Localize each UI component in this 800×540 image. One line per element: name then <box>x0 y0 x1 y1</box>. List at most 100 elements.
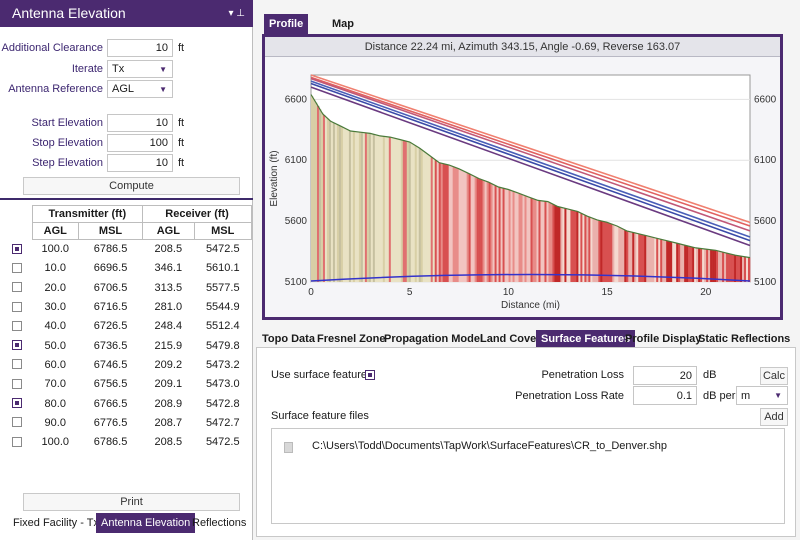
tab-surface-features[interactable]: Surface Features <box>536 330 636 348</box>
terrain-band <box>708 249 711 282</box>
table-row[interactable]: 100.0 6786.5 208.5 5472.5 <box>12 240 252 259</box>
table-row[interactable]: 50.0 6736.5 215.9 5479.8 <box>12 336 252 355</box>
pin-icon[interactable]: ▾ ⊥ <box>228 8 245 19</box>
table-cell: 5473.2 <box>205 358 240 371</box>
file-icon <box>284 442 293 453</box>
row-checkbox[interactable] <box>12 282 22 293</box>
tab-topo-data[interactable]: Topo Data <box>262 333 315 345</box>
table-cell: 208.5 <box>154 243 183 256</box>
terrain-band <box>354 131 358 282</box>
row-checkbox[interactable] <box>12 301 22 312</box>
terrain-band <box>666 240 669 282</box>
table-row[interactable]: 40.0 6726.5 248.4 5512.4 <box>12 317 252 336</box>
chevron-down-icon: ▼ <box>774 391 782 400</box>
penetration-loss-rate-input[interactable]: 0.1 <box>633 386 697 405</box>
table-row[interactable]: 90.0 6776.5 208.7 5472.7 <box>12 413 252 432</box>
tab-map-view[interactable]: Map View <box>332 18 357 50</box>
terrain-band <box>726 253 729 282</box>
terrain-band <box>420 149 424 282</box>
terrain-band <box>346 129 350 282</box>
table-row[interactable]: 60.0 6746.5 209.2 5473.2 <box>12 355 252 374</box>
tab-reflections[interactable]: Reflections <box>192 517 247 529</box>
elevation-profile-chart[interactable]: 0 5 10 15 20 5100 5100 5600 5600 6100 6100 6600 6600… <box>265 57 780 317</box>
penetration-loss-input[interactable]: 20 <box>633 366 697 385</box>
table-row[interactable]: 30.0 6716.5 281.0 5544.9 <box>12 297 252 316</box>
table-cell: 346.1 <box>154 262 183 275</box>
terrain-band <box>560 207 563 282</box>
row-checkbox[interactable] <box>12 417 22 428</box>
terrain-band <box>542 201 545 282</box>
tab-profile-display[interactable]: Profile Display <box>625 333 702 345</box>
terrain-band <box>536 200 539 282</box>
terrain-band <box>544 201 547 282</box>
iterate-select[interactable]: Tx ▼ <box>107 60 173 78</box>
tab-fixed-facility-tx[interactable]: Fixed Facility - Tx <box>13 517 99 529</box>
compute-button[interactable]: Compute <box>23 177 240 195</box>
tab-antenna-elevation[interactable]: Antenna Elevation <box>96 513 196 533</box>
terrain-band <box>744 256 747 282</box>
antenna-reference-select[interactable]: AGL ▼ <box>107 80 173 98</box>
table-row[interactable]: 80.0 6766.5 208.9 5472.8 <box>12 394 252 413</box>
receiver-header: Receiver (ft) <box>142 205 252 223</box>
terrain-band <box>710 249 713 282</box>
table-row[interactable]: 20.0 6706.5 313.5 5577.5 <box>12 278 252 297</box>
stop-elevation-input[interactable]: 100 <box>107 134 173 152</box>
terrain-band <box>568 209 571 282</box>
terrain-band <box>706 249 709 282</box>
tab-propagation-model[interactable]: Propagation Model <box>384 333 483 345</box>
row-checkbox[interactable] <box>12 378 22 389</box>
terrain-band <box>534 199 537 282</box>
tab-land-cover[interactable]: Land Cover <box>480 333 541 345</box>
iterate-label: Iterate <box>71 63 103 75</box>
table-group-header: Transmitter (ft) Receiver (ft) <box>12 205 252 223</box>
start-elevation-row: Start Elevation 10 ft <box>0 114 253 133</box>
terrain-band <box>496 186 499 282</box>
terrain-band <box>486 181 489 282</box>
tab-fresnel-zone[interactable]: Fresnel Zone <box>317 333 386 345</box>
terrain-band <box>532 198 535 282</box>
terrain-band <box>596 219 599 282</box>
radio-path-line <box>310 80 751 238</box>
start-elevation-input[interactable]: 10 <box>107 114 173 132</box>
row-checkbox[interactable] <box>12 340 22 351</box>
terrain-band <box>580 213 583 282</box>
terrain-band <box>616 226 619 282</box>
iterate-value: Tx <box>112 63 125 75</box>
terrain-band <box>324 116 328 282</box>
row-checkbox[interactable] <box>12 398 22 409</box>
terrain-band <box>684 245 687 282</box>
terrain-band <box>634 232 637 282</box>
tab-profile-view[interactable]: Profile View <box>264 14 309 50</box>
terrain-band <box>562 207 565 282</box>
row-checkbox[interactable] <box>12 262 22 273</box>
rate-unit-select[interactable]: m ▼ <box>736 386 788 405</box>
table-row[interactable]: 10.0 6696.5 346.1 5610.1 <box>12 259 252 278</box>
table-row[interactable]: 100.0 6786.5 208.5 5472.5 <box>12 432 252 451</box>
terrain-band <box>352 131 356 282</box>
terrain-band <box>314 102 318 282</box>
penetration-loss-rate-label: Penetration Loss Rate <box>515 390 624 402</box>
rx-agl-header: AGL <box>142 222 195 240</box>
additional-clearance-input[interactable]: 10 <box>107 39 173 57</box>
terrain-band <box>692 247 695 282</box>
terrain-band <box>313 99 316 282</box>
calc-button[interactable]: Calc <box>760 367 788 385</box>
tab-static-reflections[interactable]: Static Reflections <box>698 333 791 345</box>
add-button[interactable]: Add <box>760 408 788 426</box>
table-row[interactable]: 70.0 6756.5 209.1 5473.0 <box>12 375 252 394</box>
row-checkbox[interactable] <box>12 320 22 331</box>
row-checkbox[interactable] <box>12 359 22 370</box>
iterate-row: Iterate Tx ▼ <box>0 60 253 79</box>
row-checkbox[interactable] <box>12 436 22 447</box>
row-checkbox[interactable] <box>12 243 22 254</box>
print-button[interactable]: Print <box>23 493 240 511</box>
step-elevation-input[interactable]: 10 <box>107 154 173 172</box>
terrain-band <box>476 177 479 282</box>
terrain-band <box>576 211 579 282</box>
terrain-band <box>582 214 585 282</box>
terrain-band <box>406 141 410 282</box>
penetration-rate-unit: dB per <box>703 390 736 402</box>
table-cell: 6736.5 <box>93 339 128 352</box>
use-surface-features-checkbox[interactable] <box>365 370 375 380</box>
terrain-band <box>652 237 655 282</box>
